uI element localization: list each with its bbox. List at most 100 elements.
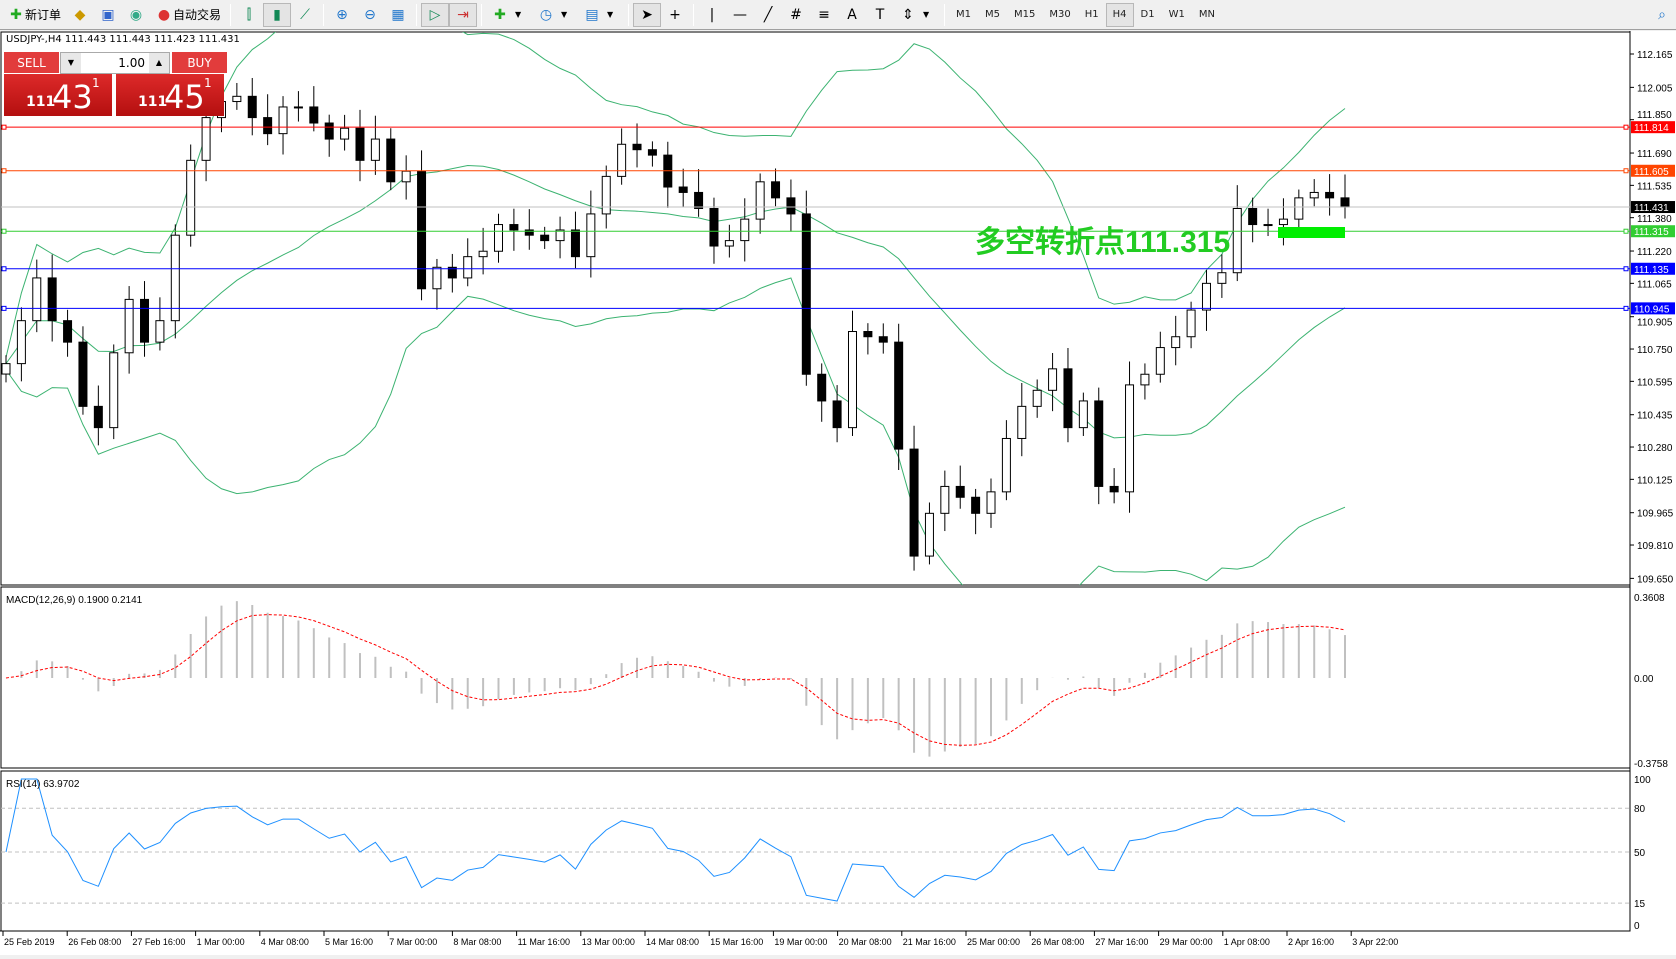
new-order-button[interactable]: ✚ 新订单	[2, 3, 66, 27]
candle	[986, 478, 996, 528]
candlestick-button[interactable]: ▮	[263, 2, 292, 27]
y-tick-label: 109.810	[1637, 541, 1674, 552]
timeframe-h4[interactable]: H4	[1105, 2, 1134, 27]
symbol-info: USDJPY-,H4 111.443 111.443 111.423 111.4…	[6, 34, 240, 45]
chart-shift-button[interactable]: ⇥	[449, 2, 478, 27]
candle-body	[1232, 207, 1242, 274]
level-handle	[1623, 228, 1629, 234]
x-tick-label: 27 Mar 16:00	[1095, 937, 1148, 947]
arrows-icon: ⇕	[902, 6, 914, 23]
rsi-panel-frame	[0, 770, 1631, 932]
buy-price[interactable]: 111 45 1	[116, 74, 224, 116]
candle-body	[678, 186, 688, 193]
tile-windows-button[interactable]: ▦	[384, 3, 412, 27]
lot-increase-button[interactable]: ▲	[149, 53, 169, 73]
chart-window[interactable]: 多空转折点111.315 112.165 112.005 111.850 111.690…	[0, 31, 1676, 955]
candle	[647, 141, 657, 167]
main-plot	[1, 32, 1350, 585]
chart-canvas[interactable]: 多空转折点111.315 112.165 112.005 111.850 111.690…	[0, 31, 1676, 955]
candlestick-icon: ▮	[273, 6, 281, 23]
candle	[1186, 301, 1196, 349]
sell-price-prefix: 111	[26, 94, 56, 110]
candle	[1140, 363, 1150, 400]
timeframe-mn[interactable]: MN	[1198, 9, 1215, 20]
candle-body	[1325, 191, 1335, 199]
vertical-line-button[interactable]: |	[698, 3, 726, 27]
timeframe-m30[interactable]: M30	[1049, 9, 1071, 20]
candle-body	[417, 170, 427, 290]
candle-body	[401, 170, 411, 183]
level-price-label: 111.605	[1634, 167, 1669, 178]
candle-body	[524, 229, 534, 236]
fibonacci-icon: ≡	[818, 6, 830, 23]
candle-body	[432, 266, 442, 290]
sell-price-pips: 43	[52, 78, 93, 116]
signals-button[interactable]: ◉	[122, 3, 150, 27]
candle	[555, 216, 565, 259]
lot-decrease-button[interactable]: ▼	[61, 53, 81, 73]
candle	[370, 115, 380, 175]
search-button[interactable]: ⌕	[1648, 3, 1676, 27]
lot-value[interactable]: 1.00	[118, 56, 145, 70]
auto-trading-button[interactable]: ● 自动交易	[150, 3, 226, 27]
line-chart-button[interactable]: ⟋	[291, 3, 319, 27]
level-handle	[1, 266, 7, 272]
indicators-button[interactable]: ✚ ▼	[486, 3, 532, 27]
candle-body	[1078, 400, 1088, 429]
navigator-button[interactable]: ▣	[94, 3, 122, 27]
trendline-button[interactable]: ╱	[754, 3, 782, 27]
candle-body	[617, 143, 627, 177]
bollinger-middle	[5, 164, 1346, 439]
candle	[293, 91, 303, 122]
crosshair-button[interactable]: +	[661, 3, 689, 27]
timeframe-d1[interactable]: D1	[1140, 9, 1155, 20]
buy-button[interactable]: BUY	[172, 52, 227, 74]
x-tick-label: 7 Mar 00:00	[389, 937, 437, 947]
candle	[601, 165, 611, 229]
timeframe-h1[interactable]: H1	[1084, 9, 1099, 20]
templates-button[interactable]: ▤ ▼	[578, 3, 624, 27]
separator	[230, 3, 232, 26]
candle	[432, 258, 442, 310]
candle-body	[78, 341, 88, 407]
auto-scroll-button[interactable]: ▷	[421, 2, 450, 27]
text-button[interactable]: A	[838, 3, 866, 27]
candle	[263, 94, 273, 146]
candle-body	[263, 117, 273, 135]
y-tick-label: 111.690	[1637, 149, 1672, 160]
search-icon: ⌕	[1658, 6, 1666, 23]
bar-chart-button[interactable]: ⫿	[235, 3, 263, 27]
level-price-tag	[1631, 164, 1675, 177]
candle-body	[309, 106, 319, 124]
timeframe-m15[interactable]: M15	[1014, 9, 1036, 20]
sell-price[interactable]: 111 43 1	[4, 74, 112, 116]
equidistant-channel-button[interactable]: #	[782, 3, 810, 27]
cursor-button[interactable]: ➤	[633, 2, 662, 27]
timeframe-m5[interactable]: M5	[985, 9, 1001, 20]
text-label-button[interactable]: T	[866, 3, 894, 27]
candle	[124, 286, 134, 374]
horizontal-line-button[interactable]: —	[726, 3, 754, 27]
candle-body	[140, 298, 150, 343]
lot-size-input[interactable]: ▼ 1.00 ▲	[60, 52, 170, 74]
candle-body	[186, 159, 196, 236]
buy-price-fraction: 1	[204, 76, 212, 90]
periods-button[interactable]: ◷ ▼	[532, 3, 578, 27]
y-tick-label: 110.125	[1637, 475, 1673, 486]
arrows-button[interactable]: ⇕ ▼	[894, 3, 940, 27]
level-handle	[1, 124, 7, 130]
candle	[401, 155, 411, 200]
candle	[386, 128, 396, 191]
sell-button[interactable]: SELL	[4, 52, 59, 74]
candle	[940, 470, 950, 532]
zoom-out-button[interactable]: ⊖	[356, 3, 384, 27]
zoom-in-button[interactable]: ⊕	[328, 3, 356, 27]
timeframe-m1[interactable]: M1	[956, 9, 972, 20]
buy-price-prefix: 111	[138, 94, 168, 110]
timeframe-w1[interactable]: W1	[1168, 9, 1185, 20]
level-price-label: 111.135	[1634, 265, 1669, 276]
fibonacci-button[interactable]: ≡	[810, 3, 838, 27]
bollinger-lower	[5, 277, 1346, 585]
candle-body	[47, 277, 57, 322]
market-watch-button[interactable]: ◆	[66, 3, 94, 27]
